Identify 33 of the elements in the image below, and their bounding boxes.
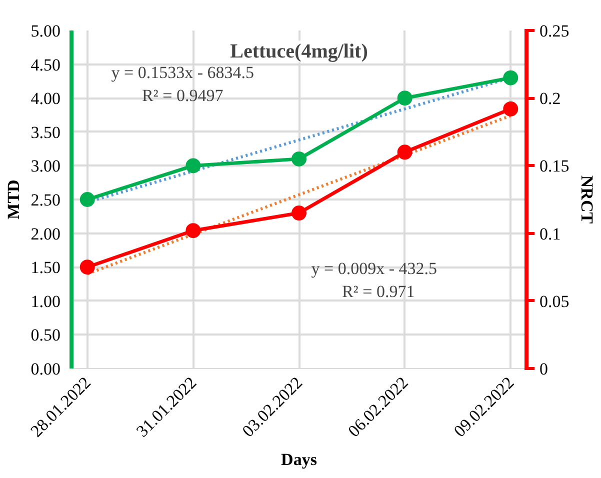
y-tick-label: 1.00 xyxy=(30,292,60,311)
point xyxy=(80,192,95,207)
y2-tick-label: 0.15 xyxy=(540,156,570,176)
y-tick-label: 2.50 xyxy=(30,190,60,210)
y2-tick-label: 0.1 xyxy=(540,224,561,244)
y-tick-label: 5.00 xyxy=(30,22,60,40)
y-tick-label: 0.50 xyxy=(30,326,60,345)
y-axis-title: MTD xyxy=(4,180,23,220)
point xyxy=(80,260,95,275)
point xyxy=(503,101,518,116)
annotation: y = 0.009x - 432.5 R² = 0.971 xyxy=(311,259,437,301)
y-tick-label: 0.00 xyxy=(30,360,60,378)
point xyxy=(503,70,518,86)
point xyxy=(186,158,201,174)
y-tick-label: 1.50 xyxy=(30,258,60,278)
point xyxy=(397,90,412,106)
y-tick-label: 4.00 xyxy=(30,89,60,108)
y-tick-label: 2.00 xyxy=(30,224,60,244)
y2-tick-label: 0.2 xyxy=(540,89,561,108)
point xyxy=(397,144,412,160)
y-tick-label: 3.00 xyxy=(30,156,60,176)
point xyxy=(292,151,306,166)
y2-tick-label: 0 xyxy=(540,360,548,378)
annotation: y = 0.1533x - 6834.5 R² = 0.9497 xyxy=(111,63,254,105)
point xyxy=(186,223,201,238)
x-axis-title: Days xyxy=(281,450,318,470)
y2-tick-label: 0.25 xyxy=(540,22,570,40)
y2-axis-title: NRCT xyxy=(577,175,596,224)
text: Lettuce(4mg/lit) xyxy=(230,40,368,62)
y-tick-label: 3.50 xyxy=(30,122,60,142)
point xyxy=(292,206,306,221)
y-tick-label: 4.50 xyxy=(30,55,60,74)
y2-tick-label: 0.05 xyxy=(540,292,570,311)
